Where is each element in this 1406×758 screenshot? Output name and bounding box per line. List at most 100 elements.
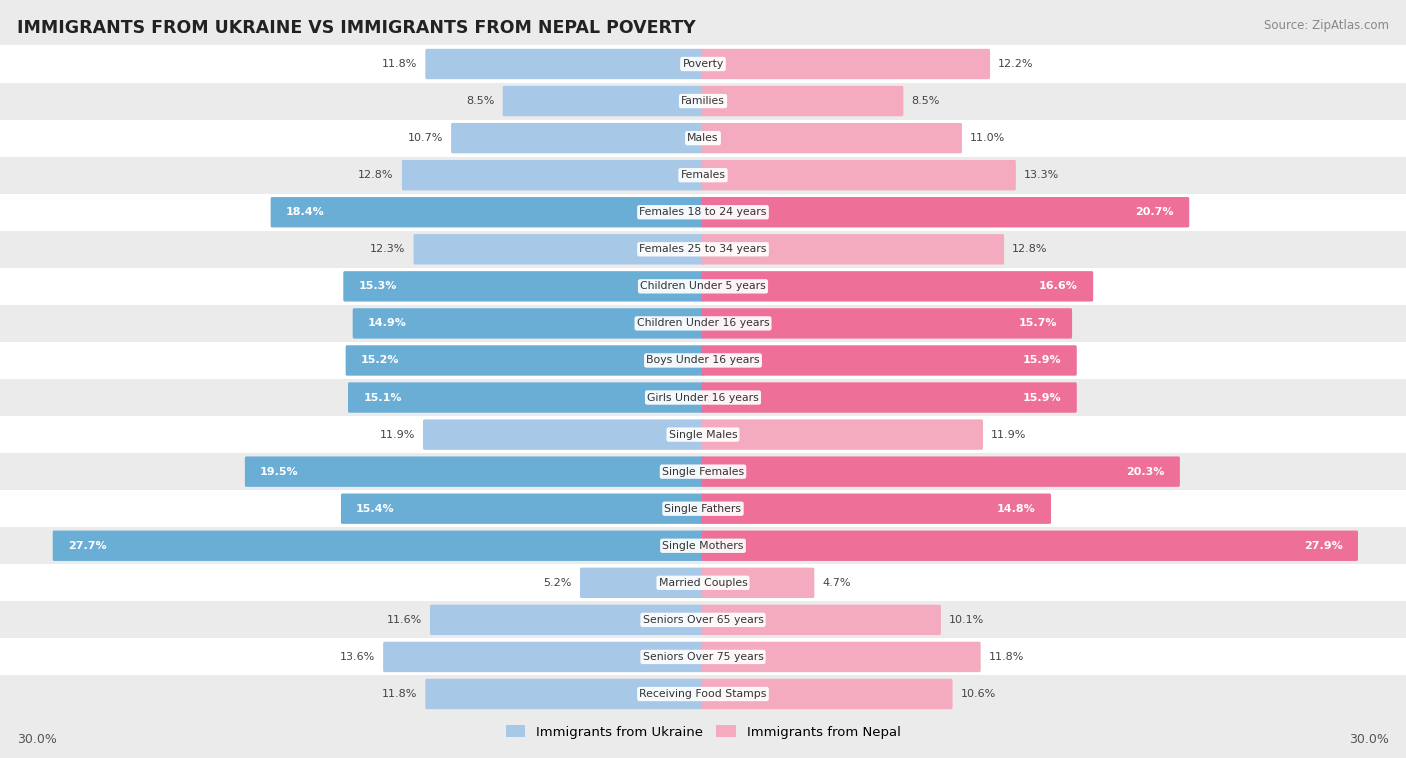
Text: 8.5%: 8.5%: [911, 96, 941, 106]
FancyBboxPatch shape: [0, 194, 1406, 230]
FancyBboxPatch shape: [0, 120, 1406, 157]
FancyBboxPatch shape: [0, 230, 1406, 268]
Text: 15.9%: 15.9%: [1024, 393, 1062, 402]
Text: 11.8%: 11.8%: [382, 689, 418, 699]
FancyBboxPatch shape: [0, 342, 1406, 379]
FancyBboxPatch shape: [425, 679, 704, 709]
FancyBboxPatch shape: [0, 528, 1406, 564]
Text: 14.8%: 14.8%: [997, 504, 1036, 514]
FancyBboxPatch shape: [0, 490, 1406, 528]
Text: Single Fathers: Single Fathers: [665, 504, 741, 514]
FancyBboxPatch shape: [451, 123, 704, 153]
Text: 5.2%: 5.2%: [543, 578, 572, 587]
FancyBboxPatch shape: [425, 49, 704, 79]
FancyBboxPatch shape: [271, 197, 704, 227]
Legend: Immigrants from Ukraine, Immigrants from Nepal: Immigrants from Ukraine, Immigrants from…: [501, 720, 905, 744]
FancyBboxPatch shape: [340, 493, 704, 524]
FancyBboxPatch shape: [702, 271, 1094, 302]
FancyBboxPatch shape: [702, 642, 981, 672]
FancyBboxPatch shape: [702, 531, 1358, 561]
FancyBboxPatch shape: [413, 234, 704, 265]
Text: Children Under 5 years: Children Under 5 years: [640, 281, 766, 291]
FancyBboxPatch shape: [702, 197, 1189, 227]
FancyBboxPatch shape: [382, 642, 704, 672]
Text: 27.9%: 27.9%: [1303, 540, 1343, 551]
Text: Seniors Over 65 years: Seniors Over 65 years: [643, 615, 763, 625]
FancyBboxPatch shape: [503, 86, 704, 116]
Text: 12.8%: 12.8%: [1012, 244, 1047, 254]
Text: Married Couples: Married Couples: [658, 578, 748, 587]
FancyBboxPatch shape: [581, 568, 704, 598]
Text: 15.7%: 15.7%: [1018, 318, 1057, 328]
Text: Receiving Food Stamps: Receiving Food Stamps: [640, 689, 766, 699]
Text: 30.0%: 30.0%: [17, 732, 56, 746]
FancyBboxPatch shape: [0, 601, 1406, 638]
Text: 10.1%: 10.1%: [949, 615, 984, 625]
FancyBboxPatch shape: [430, 605, 704, 635]
Text: 12.8%: 12.8%: [359, 171, 394, 180]
FancyBboxPatch shape: [702, 86, 904, 116]
Text: Males: Males: [688, 133, 718, 143]
Text: 10.7%: 10.7%: [408, 133, 443, 143]
Text: Girls Under 16 years: Girls Under 16 years: [647, 393, 759, 402]
Text: Females 25 to 34 years: Females 25 to 34 years: [640, 244, 766, 254]
Text: 15.2%: 15.2%: [361, 356, 399, 365]
Text: 8.5%: 8.5%: [465, 96, 495, 106]
Text: 11.8%: 11.8%: [382, 59, 418, 69]
Text: 14.9%: 14.9%: [368, 318, 406, 328]
FancyBboxPatch shape: [0, 83, 1406, 120]
FancyBboxPatch shape: [353, 309, 704, 339]
Text: 15.4%: 15.4%: [356, 504, 395, 514]
Text: Seniors Over 75 years: Seniors Over 75 years: [643, 652, 763, 662]
Text: 11.6%: 11.6%: [387, 615, 422, 625]
Text: 11.9%: 11.9%: [991, 430, 1026, 440]
FancyBboxPatch shape: [702, 419, 983, 449]
Text: 11.0%: 11.0%: [970, 133, 1005, 143]
Text: Children Under 16 years: Children Under 16 years: [637, 318, 769, 328]
Text: 27.7%: 27.7%: [67, 540, 107, 551]
Text: Poverty: Poverty: [682, 59, 724, 69]
Text: Single Females: Single Females: [662, 467, 744, 477]
FancyBboxPatch shape: [53, 531, 704, 561]
FancyBboxPatch shape: [402, 160, 704, 190]
FancyBboxPatch shape: [346, 346, 704, 376]
FancyBboxPatch shape: [0, 416, 1406, 453]
Text: 15.1%: 15.1%: [363, 393, 402, 402]
Text: 11.8%: 11.8%: [988, 652, 1024, 662]
Text: 19.5%: 19.5%: [260, 467, 298, 477]
Text: 12.3%: 12.3%: [370, 244, 405, 254]
FancyBboxPatch shape: [702, 679, 953, 709]
Text: 16.6%: 16.6%: [1039, 281, 1078, 291]
FancyBboxPatch shape: [349, 382, 704, 412]
FancyBboxPatch shape: [0, 157, 1406, 194]
Text: 4.7%: 4.7%: [823, 578, 851, 587]
FancyBboxPatch shape: [702, 493, 1052, 524]
FancyBboxPatch shape: [702, 382, 1077, 412]
Text: Females: Females: [681, 171, 725, 180]
FancyBboxPatch shape: [245, 456, 704, 487]
Text: Families: Families: [681, 96, 725, 106]
Text: 20.7%: 20.7%: [1136, 207, 1174, 218]
Text: Boys Under 16 years: Boys Under 16 years: [647, 356, 759, 365]
Text: 12.2%: 12.2%: [998, 59, 1033, 69]
FancyBboxPatch shape: [702, 234, 1004, 265]
Text: Source: ZipAtlas.com: Source: ZipAtlas.com: [1264, 19, 1389, 32]
FancyBboxPatch shape: [702, 123, 962, 153]
FancyBboxPatch shape: [343, 271, 704, 302]
Text: 13.3%: 13.3%: [1024, 171, 1059, 180]
FancyBboxPatch shape: [702, 605, 941, 635]
FancyBboxPatch shape: [0, 675, 1406, 713]
Text: 10.6%: 10.6%: [960, 689, 995, 699]
Text: Single Mothers: Single Mothers: [662, 540, 744, 551]
Text: 13.6%: 13.6%: [340, 652, 375, 662]
Text: 30.0%: 30.0%: [1350, 732, 1389, 746]
FancyBboxPatch shape: [0, 379, 1406, 416]
FancyBboxPatch shape: [702, 309, 1073, 339]
Text: Single Males: Single Males: [669, 430, 737, 440]
FancyBboxPatch shape: [0, 564, 1406, 601]
Text: IMMIGRANTS FROM UKRAINE VS IMMIGRANTS FROM NEPAL POVERTY: IMMIGRANTS FROM UKRAINE VS IMMIGRANTS FR…: [17, 19, 696, 37]
FancyBboxPatch shape: [423, 419, 704, 449]
FancyBboxPatch shape: [0, 453, 1406, 490]
Text: 20.3%: 20.3%: [1126, 467, 1164, 477]
FancyBboxPatch shape: [702, 346, 1077, 376]
